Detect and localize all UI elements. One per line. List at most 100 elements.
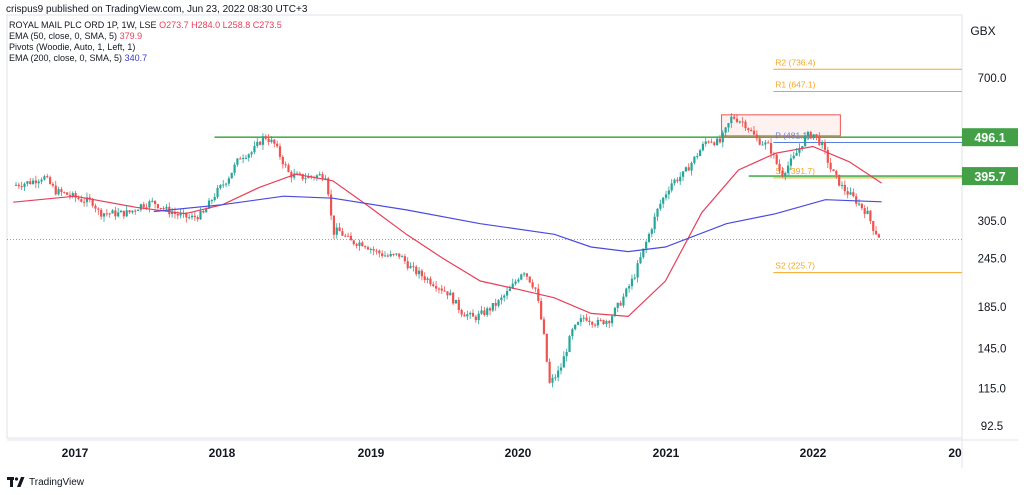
- candle-body: [636, 263, 639, 278]
- legend-pivots-row[interactable]: Pivots (Woodie, Auto, 1, Left, 1): [9, 42, 282, 53]
- candle-body: [298, 173, 301, 175]
- candle-body: [105, 213, 108, 215]
- candle-body: [744, 121, 747, 129]
- candle-body: [483, 310, 486, 315]
- candle-body: [576, 322, 580, 325]
- candle-body: [162, 208, 165, 210]
- candle-body: [511, 283, 514, 289]
- candle-body: [412, 266, 415, 268]
- candle-body: [46, 176, 49, 178]
- candle-body: [795, 152, 798, 156]
- candle-body: [278, 146, 282, 157]
- brand-name[interactable]: TradingView: [29, 476, 85, 488]
- candle-body: [522, 273, 526, 275]
- ohlc-low: L258.8: [222, 20, 251, 30]
- candle-body: [366, 247, 370, 250]
- candle-body: [769, 142, 773, 154]
- candle-body: [210, 200, 213, 202]
- candle-body: [747, 128, 750, 131]
- currency-label: GBX: [970, 24, 995, 38]
- candle-body: [721, 132, 724, 143]
- candle-body: [68, 194, 72, 197]
- candle-body: [315, 175, 318, 178]
- legend-ema50-row[interactable]: EMA (50, close, 0, SMA, 5) 379.9: [9, 31, 282, 42]
- candle-body: [579, 318, 582, 323]
- y-tick-label: 700.0: [978, 73, 1007, 85]
- candle-body: [662, 197, 665, 204]
- candle-body: [664, 194, 668, 198]
- candle-body: [568, 336, 571, 352]
- candle-body: [241, 157, 245, 159]
- ohlc-close: C273.5: [252, 20, 282, 30]
- candle-body: [77, 197, 80, 200]
- legend-ema200-row[interactable]: EMA (200, close, 0, SMA, 5) 340.7: [9, 53, 282, 64]
- candle-body: [474, 316, 477, 321]
- candle-body: [517, 279, 520, 282]
- candle-body: [171, 212, 174, 215]
- candle-body: [57, 189, 60, 195]
- candle-body: [102, 213, 106, 217]
- candle-body: [17, 184, 20, 187]
- candle-body: [417, 270, 421, 275]
- candle-body: [188, 217, 191, 219]
- candle-body: [179, 213, 182, 216]
- candle-body: [758, 138, 761, 145]
- candle-body: [117, 212, 120, 217]
- candle-body: [437, 288, 441, 290]
- candle-body: [364, 246, 367, 248]
- candle-body: [23, 183, 26, 187]
- level-price-label: 395.7: [974, 170, 1005, 184]
- candle-body: [645, 241, 648, 249]
- candle-body: [190, 215, 194, 218]
- candle-body: [383, 255, 387, 257]
- plot-frame: [6, 14, 963, 439]
- tradingview-logo-icon[interactable]: [7, 476, 25, 488]
- candle-body: [403, 256, 406, 262]
- candle-body: [540, 301, 543, 320]
- candle-body: [812, 134, 815, 139]
- candle-body: [440, 288, 443, 291]
- x-tick-label: 2018: [209, 446, 236, 460]
- candle-body: [608, 321, 611, 324]
- candle-body: [227, 178, 230, 184]
- candle-body: [454, 299, 458, 304]
- legend-symbol-row: ROYAL MAIL PLC ORD 1P, 1W, LSE O273.7 H2…: [9, 20, 282, 31]
- candle-body: [784, 172, 787, 176]
- candle-body: [525, 273, 529, 277]
- candle-body: [630, 278, 634, 287]
- candle-body: [840, 184, 844, 186]
- candle-body: [767, 142, 770, 144]
- candle-body: [693, 156, 696, 163]
- candle-body: [264, 136, 267, 139]
- candle-body: [304, 178, 307, 180]
- candle-body: [321, 174, 324, 179]
- candle-body: [730, 116, 733, 124]
- symbol-label[interactable]: ROYAL MAIL PLC ORD 1P, 1W, LSE: [9, 20, 157, 30]
- candle-body: [80, 199, 83, 202]
- candle-body: [531, 282, 534, 288]
- candle-body: [863, 208, 866, 214]
- candle-body: [284, 164, 287, 166]
- candle-body: [273, 139, 276, 144]
- candle-body: [679, 176, 682, 182]
- candle-body: [596, 319, 599, 326]
- candle-body: [659, 203, 662, 209]
- candle-body: [684, 167, 687, 172]
- candle-body: [378, 250, 381, 254]
- candle-body: [173, 212, 177, 214]
- candle-body: [392, 253, 395, 255]
- candle-body: [122, 210, 125, 217]
- candle-body: [860, 203, 863, 209]
- candle-body: [599, 319, 602, 321]
- candle-body: [463, 314, 466, 317]
- candle-body: [466, 314, 469, 317]
- candle-body: [60, 189, 63, 193]
- candle-body: [843, 184, 846, 192]
- candle-body: [832, 169, 835, 172]
- candle-body: [329, 194, 333, 216]
- candle-body: [244, 157, 248, 159]
- candle-body: [452, 292, 455, 304]
- candle-body: [755, 134, 758, 139]
- candle-body: [551, 377, 554, 383]
